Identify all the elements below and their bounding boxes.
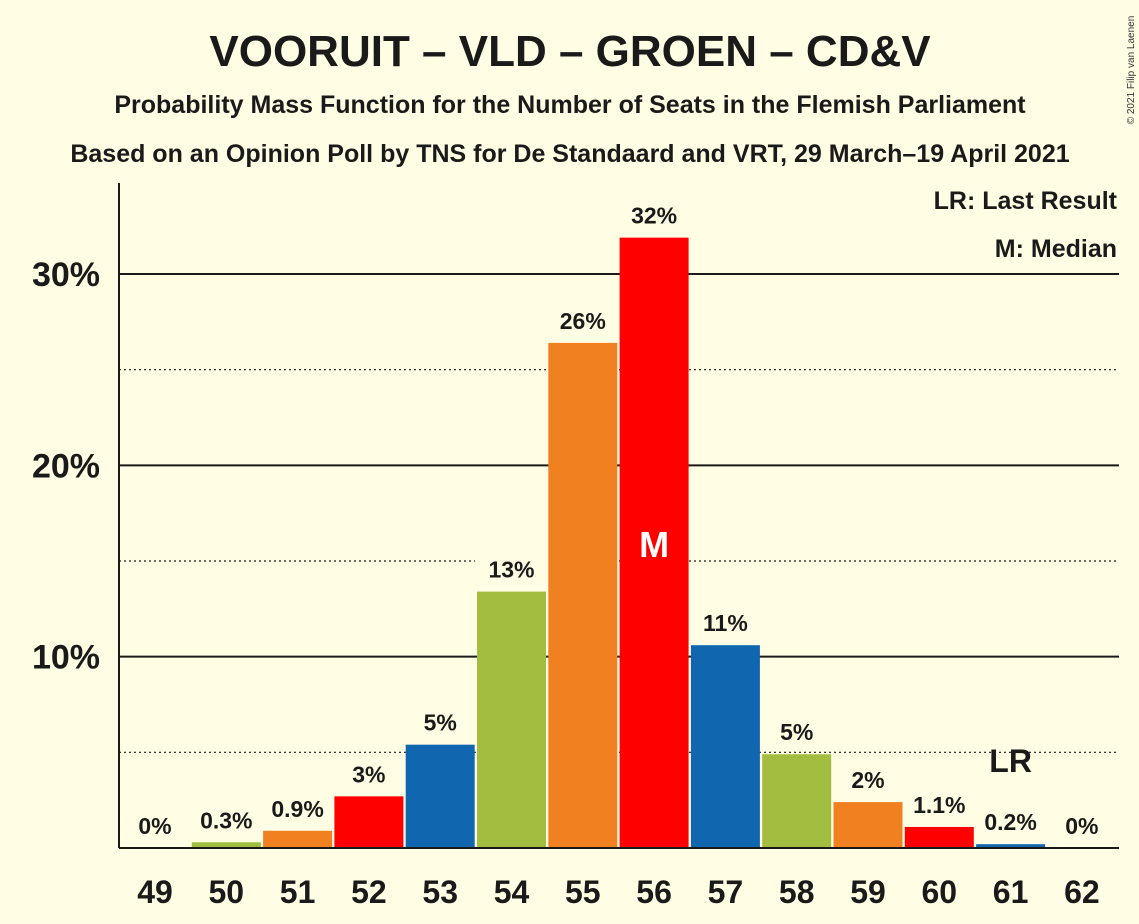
value-label-62: 0% [1065,813,1098,839]
label-backdrop [189,802,263,839]
bar-57 [690,645,760,848]
y-tick-label: 10% [32,639,100,677]
value-label-54: 13% [488,557,534,583]
copyright-notice: © 2021 Filip van Laenen [1126,16,1137,125]
label-backdrop [332,756,406,793]
bar-labels: 0% 0.3% 0.9% 3% 5% 13% 26% 32% M 11% 5% 2% 1.1% 0.2% L… [138,203,1098,839]
value-label-55: 26% [560,308,606,334]
x-tick-label-49: 49 [137,874,173,910]
gridlines [119,197,1119,841]
y-tick-label: 30% [32,256,100,294]
label-backdrop [261,790,335,827]
bar-53 [405,744,475,848]
bar-51 [263,830,333,848]
label-backdrop [688,605,762,642]
bar-55 [548,342,618,848]
chart-subtitle: Probability Mass Function for the Number… [114,91,1026,119]
label-backdrop [617,197,691,234]
bar-56 [619,237,689,848]
label-backdrop [546,302,620,339]
label-backdrop [760,714,834,751]
bar-58 [762,754,832,848]
label-backdrop [831,762,905,799]
value-label-59: 2% [851,767,884,793]
y-tick-labels: 10% 20% 30% [32,256,100,677]
x-tick-label-62: 62 [1064,874,1100,910]
bar-59 [833,802,903,848]
last-result-marker: LR [989,743,1032,779]
x-tick-label-54: 54 [494,874,530,910]
value-label-57: 11% [703,610,748,636]
bar-50 [191,842,261,848]
label-backdrop [403,704,477,741]
x-tick-label-50: 50 [209,874,245,910]
x-tick-label-58: 58 [779,874,815,910]
legend-last-result: LR: Last Result [934,187,1118,215]
value-label-52: 3% [352,761,385,787]
value-label-60: 1.1% [913,792,965,818]
x-tick-label-59: 59 [850,874,886,910]
x-tick-label-55: 55 [565,874,601,910]
bars [191,237,1046,848]
value-label-53: 5% [424,710,457,736]
label-backdrop [902,786,976,823]
bar-60 [904,826,974,848]
x-tick-label-61: 61 [993,874,1029,910]
x-tick-label-60: 60 [922,874,958,910]
x-tick-label-56: 56 [636,874,672,910]
label-backdrop [974,804,1048,841]
x-tick-label-51: 51 [280,874,316,910]
value-label-61: 0.2% [984,809,1036,835]
bar-54 [477,591,546,848]
value-label-56: 32% [631,203,677,229]
bar-61 [976,844,1046,848]
median-marker: M [639,524,669,565]
value-label-49: 0% [138,813,171,839]
chart-title: VOORUIT – VLD – GROEN – CD&V [209,27,931,76]
legend-median: M: Median [995,235,1117,263]
y-tick-label: 20% [32,447,100,485]
value-label-51: 0.9% [271,796,323,822]
x-tick-label-53: 53 [422,874,458,910]
value-label-50: 0.3% [200,807,252,833]
label-backdrop [475,551,548,588]
x-tick-label-52: 52 [351,874,387,910]
chart-subtitle-source: Based on an Opinion Poll by TNS for De S… [70,140,1069,168]
x-tick-label-57: 57 [708,874,744,910]
value-label-58: 5% [780,719,813,745]
axes [118,183,1119,849]
x-tick-labels: 49 50 51 52 53 54 55 56 57 58 59 60 61 62 [137,874,1099,910]
bar-52 [334,796,404,848]
